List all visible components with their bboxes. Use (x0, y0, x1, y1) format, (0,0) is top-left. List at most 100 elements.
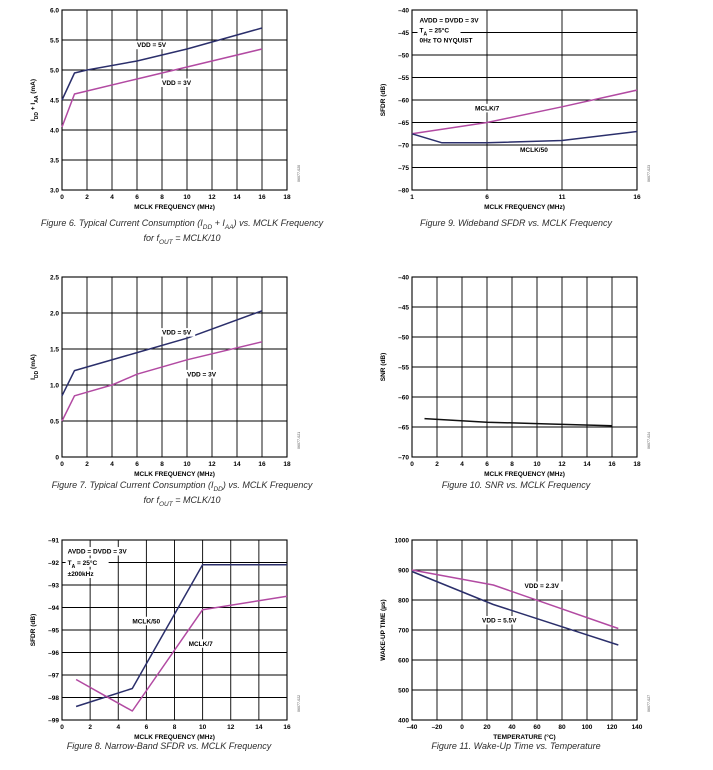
y-tick-label: 500 (398, 687, 409, 694)
y-axis-label: SNR (dB) (380, 353, 387, 382)
x-tick-label: 18 (283, 194, 291, 201)
x-axis-label: MCLK FREQUENCY (MHz) (484, 471, 565, 478)
x-tick-label: 4 (116, 724, 120, 731)
annotation-label: ±200kHz (68, 571, 95, 578)
x-tick-label: 0 (60, 194, 64, 201)
y-tick-label: 400 (398, 717, 409, 724)
y-axis-label: IDD (mA) (30, 354, 40, 380)
annotation-label: MCLK/7 (189, 641, 214, 648)
annotation-bg (65, 558, 109, 567)
figure-code: 06077-022 (297, 695, 301, 712)
plot-frame (411, 9, 638, 191)
x-tick-label: 6 (135, 461, 139, 468)
y-tick-label: 1.5 (50, 346, 59, 353)
x-tick-label: 6 (485, 461, 489, 468)
plot-frame (411, 276, 638, 458)
chart-fig11: –40 –20 0 20 40 60 80 100 120 140 400 500 600 700 800 9… (380, 537, 651, 741)
figure-code: 06077-023 (647, 165, 651, 182)
annotation-bg (473, 103, 501, 113)
series-line-mclk-7 (411, 89, 638, 135)
y-tick-label: 0 (55, 454, 59, 461)
y-axis-label: SFDR (dB) (30, 614, 37, 647)
y-tick-label: 900 (398, 567, 409, 574)
x-tick-label: 10 (183, 461, 191, 468)
annotation-label: VDD = 2.3V (525, 583, 560, 590)
y-tick-label: –97 (48, 672, 59, 679)
x-tick-label: 14 (233, 461, 241, 468)
y-tick-label: –95 (48, 627, 59, 634)
y-tick-label: 3.0 (50, 187, 59, 194)
x-axis-label: MCLK FREQUENCY (MHz) (134, 471, 215, 478)
x-tick-label: 2 (435, 461, 439, 468)
x-tick-label: 10 (199, 724, 207, 731)
annotation-bg (417, 35, 477, 45)
annotation-label: TA = 25°C (420, 27, 450, 38)
x-tick-label: 0 (60, 724, 64, 731)
x-tick-label: 60 (533, 724, 541, 731)
series-line-0 (424, 417, 613, 427)
x-tick-label: 8 (510, 461, 514, 468)
x-tick-label: 100 (582, 724, 593, 731)
x-tick-label: 6 (145, 724, 149, 731)
x-tick-label: 6 (135, 194, 139, 201)
x-tick-label: 4 (110, 194, 114, 201)
y-tick-label: 5.0 (50, 67, 59, 74)
x-axis-label: MCLK FREQUENCY (MHz) (134, 204, 215, 211)
y-tick-label: –92 (48, 560, 59, 567)
x-tick-label: 16 (608, 461, 616, 468)
x-tick-label: 18 (283, 461, 291, 468)
x-tick-label: 0 (60, 461, 64, 468)
x-tick-label: 12 (208, 194, 216, 201)
x-tick-label: 8 (160, 194, 164, 201)
x-tick-label: 20 (483, 724, 491, 731)
series-line-vdd-5v (61, 310, 263, 397)
x-tick-label: 8 (173, 724, 177, 731)
y-tick-label: 4.0 (50, 127, 59, 134)
annotation-label: VDD = 3V (187, 371, 217, 378)
plot-frame (61, 539, 288, 721)
y-tick-label: 3.5 (50, 157, 59, 164)
figure-code: 06077-020 (297, 165, 301, 182)
x-tick-label: 6 (485, 194, 489, 201)
caption-fig10: Figure 10. SNR vs. MCLK Frequency (441, 480, 591, 490)
x-tick-label: 0 (460, 724, 464, 731)
y-tick-label: –45 (398, 30, 409, 37)
series-line-mclk-50 (75, 563, 287, 708)
annotation-label: TA = 25°C (68, 559, 98, 570)
y-tick-label: –80 (398, 187, 409, 194)
annotation-bg (185, 369, 221, 379)
y-tick-label: –65 (398, 120, 409, 127)
y-tick-label: 700 (398, 627, 409, 634)
annotation-bg (160, 328, 196, 337)
y-tick-label: –91 (48, 537, 59, 544)
figure-code: 06077-021 (297, 432, 301, 449)
series-line-vdd-3v (61, 48, 263, 128)
series-line-vdd-3v (61, 341, 263, 422)
annotation-bg (160, 78, 196, 87)
x-tick-label: 14 (233, 194, 241, 201)
x-tick-label: 14 (583, 461, 591, 468)
series-line-mclk-50 (411, 130, 638, 144)
y-tick-label: –70 (398, 142, 409, 149)
y-tick-label: –50 (398, 52, 409, 59)
x-tick-label: 80 (558, 724, 566, 731)
x-tick-label: 16 (258, 461, 266, 468)
x-tick-label: 16 (633, 194, 641, 201)
annotation-bg (522, 581, 566, 590)
annotation-label: MCLK/7 (475, 105, 500, 112)
figure-code: 06077-024 (647, 432, 651, 449)
x-tick-label: 2 (85, 461, 89, 468)
y-tick-label: 600 (398, 657, 409, 664)
y-tick-label: –55 (398, 364, 409, 371)
figure-code: 06077-027 (647, 695, 651, 712)
chart-fig8: 0 2 4 6 8 10 12 14 16 –99 –98 –97 –96 –95 –94 –93 –92 –91… (30, 537, 301, 741)
series-line-vdd-2-3v (411, 569, 619, 630)
x-tick-label: 10 (533, 461, 541, 468)
annotation-label: VDD = 5V (137, 42, 167, 49)
y-tick-label: –40 (398, 274, 409, 281)
y-tick-label: –75 (398, 165, 409, 172)
x-tick-label: 2 (85, 194, 89, 201)
annotation-label: VDD = 5.5V (482, 618, 517, 625)
x-tick-label: 8 (160, 461, 164, 468)
y-tick-label: –50 (398, 334, 409, 341)
